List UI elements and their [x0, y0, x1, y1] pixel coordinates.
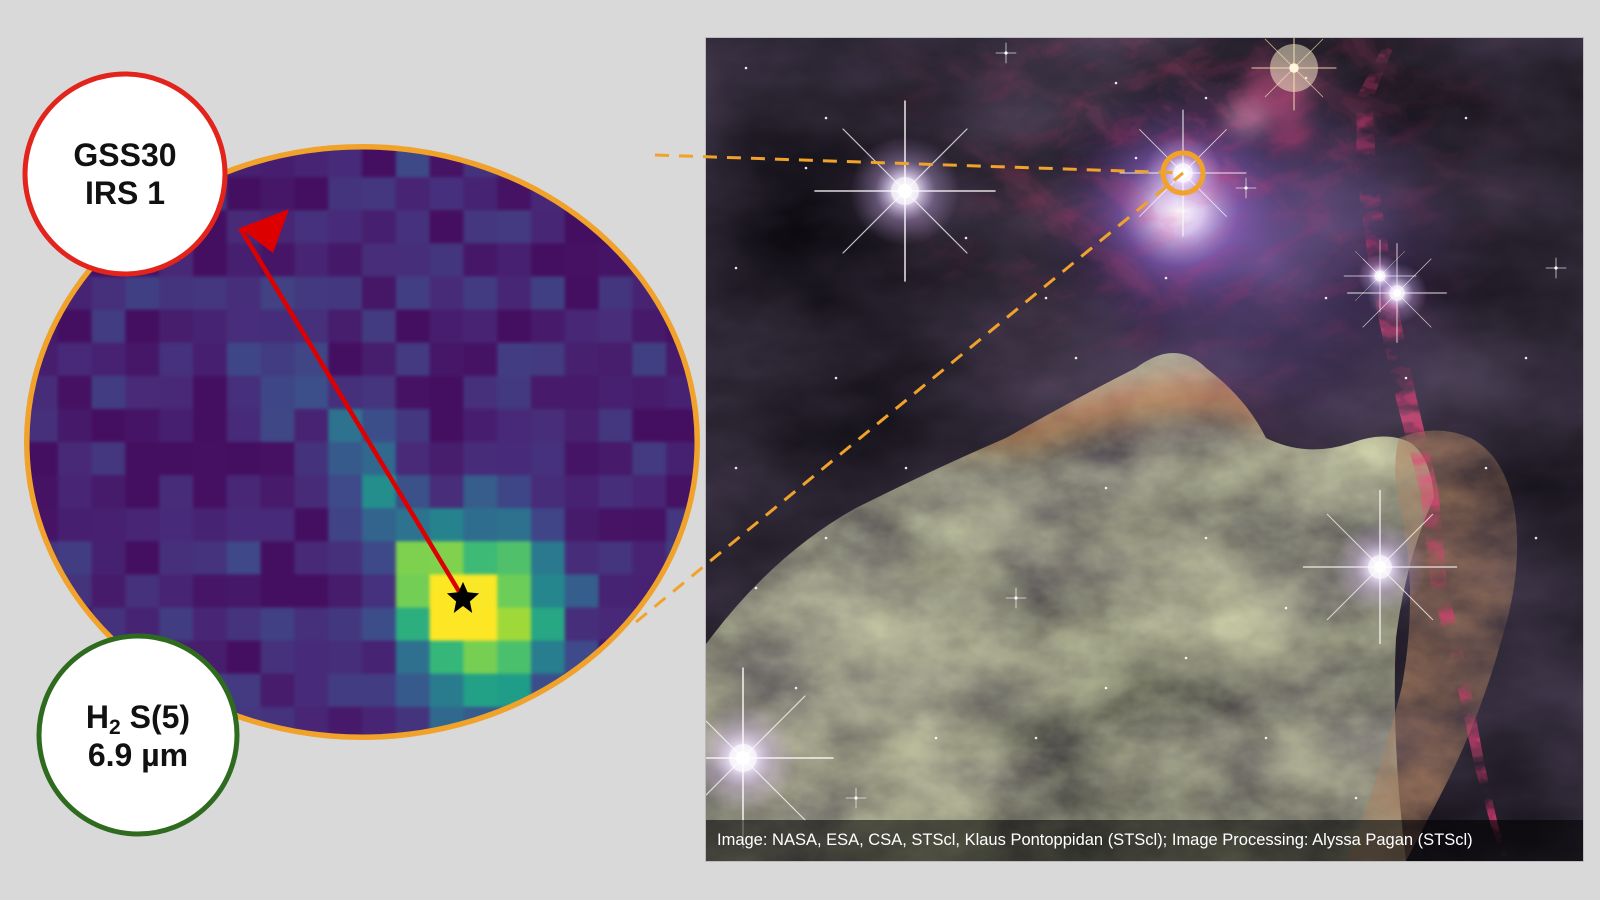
svg-text:H2 S(5): H2 S(5): [86, 699, 190, 739]
svg-text:6.9 µm: 6.9 µm: [88, 737, 188, 773]
